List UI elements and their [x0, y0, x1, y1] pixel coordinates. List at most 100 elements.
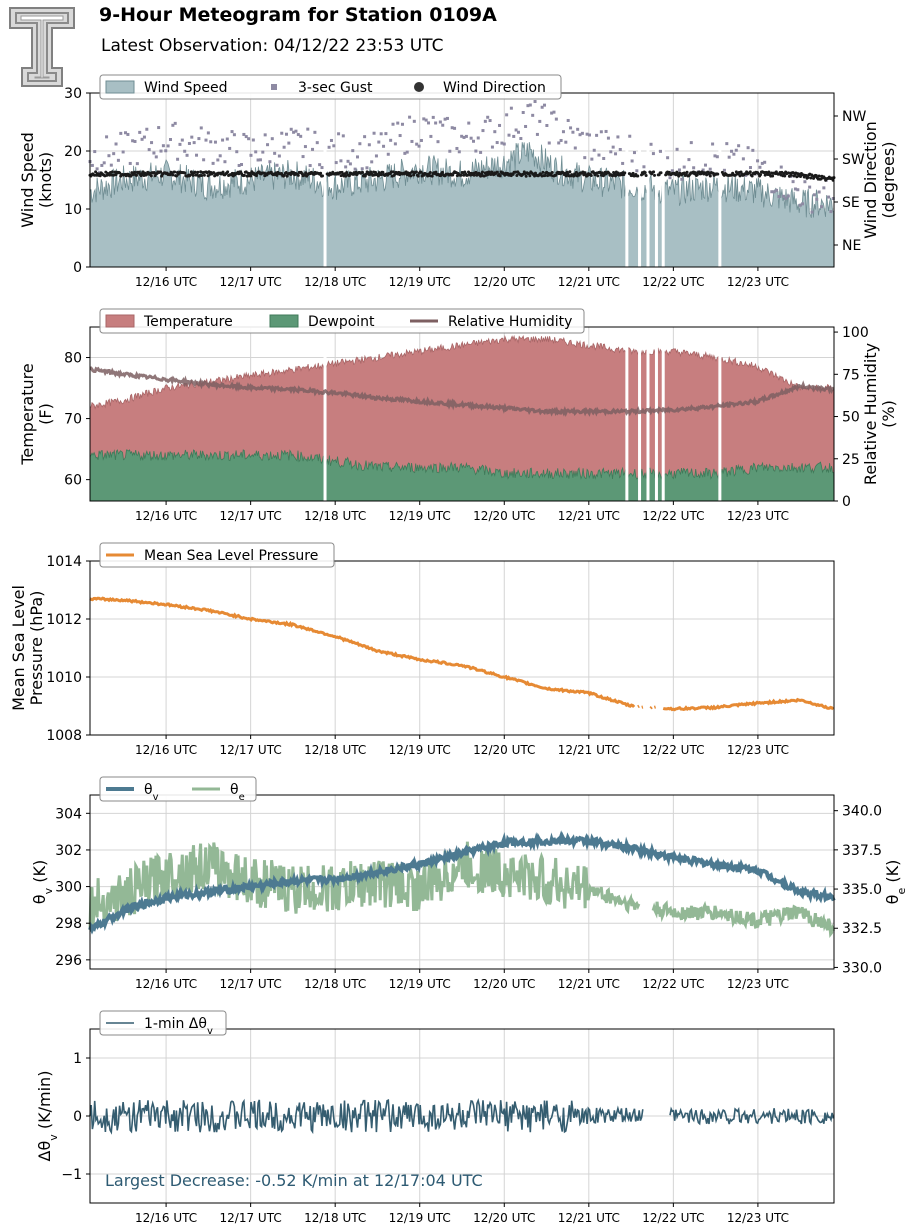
gust-marker [815, 197, 819, 201]
gust-marker [689, 141, 693, 145]
gust-marker [507, 133, 511, 137]
gust-marker [682, 165, 686, 169]
direction-marker [409, 174, 413, 178]
legend-box [99, 776, 257, 802]
gust-marker [147, 148, 151, 152]
gust-marker [192, 141, 196, 145]
gust-marker [353, 167, 357, 171]
direction-marker [193, 170, 197, 174]
direction-marker [275, 173, 279, 177]
y-tick-label: 10 [64, 202, 82, 218]
direction-marker [173, 170, 177, 174]
gust-marker [365, 166, 369, 170]
axis-label-line: (%) [879, 400, 898, 428]
axis-label-line: Mean Sea Level [9, 585, 28, 711]
gust-marker [540, 105, 544, 109]
gust-marker [732, 152, 736, 156]
x-tick-label: 12/17 UTC [220, 743, 282, 757]
direction-marker [817, 174, 821, 178]
legend-label: Relative Humidity [448, 314, 572, 330]
gust-marker [770, 190, 774, 194]
gust-marker [763, 160, 767, 164]
gust-marker [827, 195, 831, 199]
gust-marker [112, 152, 116, 156]
direction-marker [675, 170, 679, 174]
gust-marker [543, 103, 547, 107]
gust-marker [275, 163, 279, 167]
gust-marker [666, 156, 670, 160]
gust-marker [775, 188, 779, 192]
gust-marker [441, 123, 445, 127]
gust-marker [514, 128, 518, 132]
direction-marker [498, 174, 502, 178]
x-tick-label: 12/19 UTC [389, 1211, 451, 1225]
gust-marker [500, 141, 504, 145]
legend-label: Wind Direction [443, 80, 546, 96]
gust-marker [218, 154, 222, 158]
direction-marker [600, 171, 604, 175]
gust-marker [609, 150, 613, 154]
axis-label-line: Temperature [18, 363, 37, 465]
gust-marker [329, 138, 333, 142]
gust-marker [221, 138, 225, 142]
y2-tick-label: SW [842, 152, 865, 168]
theta-e-axis-label: θe (K) [883, 860, 908, 905]
gust-marker [592, 148, 596, 152]
direction-marker [319, 171, 323, 175]
gust-marker [320, 166, 324, 170]
gust-marker [786, 194, 790, 198]
y2-tick-label: 0 [842, 494, 851, 510]
gust-marker [93, 150, 97, 154]
direction-marker [708, 174, 712, 178]
gust-marker [240, 163, 244, 167]
gust-marker [632, 151, 636, 155]
legend-swatch [105, 80, 135, 94]
gust-marker [576, 127, 580, 131]
x-tick-label: 12/20 UTC [473, 743, 535, 757]
legend-label: Mean Sea Level Pressure [144, 548, 318, 564]
direction-marker [321, 174, 324, 178]
x-tick-label: 12/21 UTC [558, 1211, 620, 1225]
gust-marker [166, 144, 170, 148]
gust-marker [587, 133, 591, 137]
direction-marker [133, 170, 137, 174]
y-tick-label: 0 [73, 260, 82, 276]
wind-data-gap [718, 93, 722, 267]
theta-e-line [88, 841, 641, 930]
direction-marker [110, 170, 114, 174]
gust-marker [533, 100, 537, 104]
temperature-data-gap [718, 327, 722, 501]
pressure-line [637, 704, 640, 709]
gust-marker [398, 134, 402, 138]
direction-marker [414, 170, 418, 174]
direction-marker [191, 173, 195, 177]
gust-marker [289, 127, 293, 131]
y2-tick-label: 25 [842, 452, 860, 468]
gust-marker [183, 149, 187, 153]
gust-marker [412, 119, 416, 123]
gust-marker [100, 163, 104, 167]
gust-marker [249, 153, 253, 157]
axis-label-line: Relative Humidity [861, 343, 880, 485]
direction-marker [296, 173, 300, 177]
gust-marker [751, 148, 755, 152]
x-tick-label: 12/20 UTC [473, 275, 535, 289]
gust-marker [131, 139, 135, 143]
gust-marker [358, 142, 362, 146]
gust-marker [337, 132, 341, 136]
gust-marker [628, 134, 632, 138]
gust-marker [585, 132, 589, 136]
gust-marker [282, 145, 286, 149]
gust-marker [748, 166, 752, 170]
gust-marker [796, 188, 800, 192]
gust-marker [490, 145, 494, 149]
y-tick-label: 300 [55, 880, 82, 896]
gust-marker [154, 155, 158, 159]
y-tick-label: 80 [64, 351, 82, 367]
gust-marker [277, 154, 281, 158]
y-tick-label: −1 [61, 1167, 82, 1183]
gust-marker [145, 127, 149, 131]
gust-marker [535, 132, 539, 136]
x-tick-label: 12/20 UTC [473, 1211, 535, 1225]
gust-marker [512, 134, 516, 138]
